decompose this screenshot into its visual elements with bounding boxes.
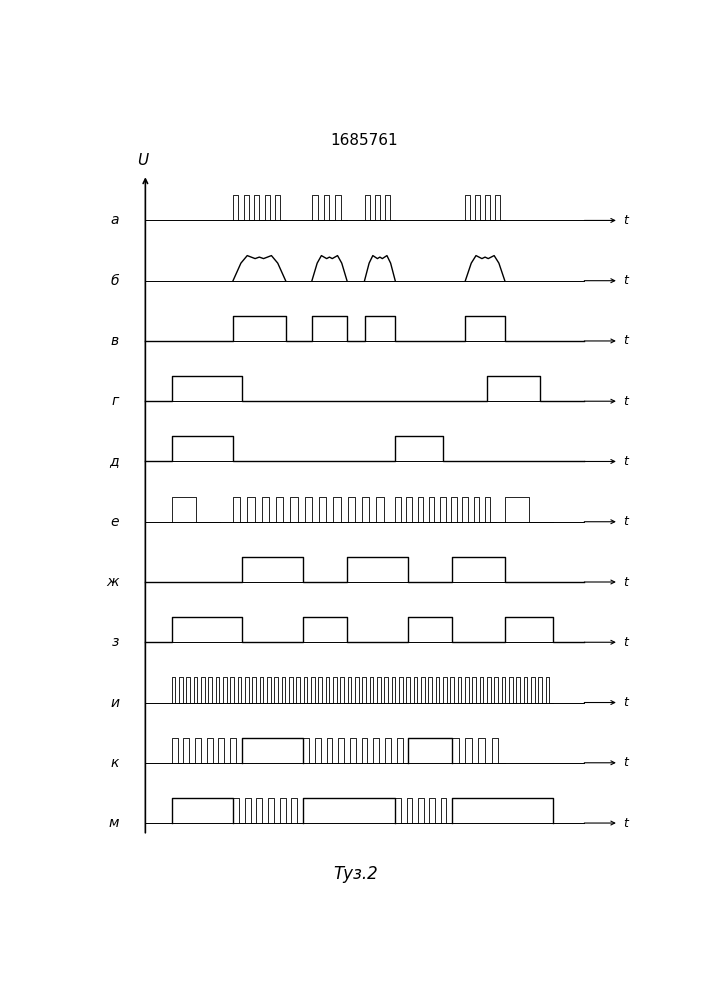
Text: б: б [110,274,119,288]
Text: 1685761: 1685761 [331,133,398,148]
Text: t: t [623,274,628,287]
Text: и: и [110,696,119,710]
Text: д: д [110,454,119,468]
Text: Τуз.2: Τуз.2 [334,865,378,883]
Text: t: t [623,334,628,347]
Text: г: г [112,394,119,408]
Text: t: t [623,636,628,649]
Text: t: t [623,214,628,227]
Text: t: t [623,756,628,769]
Text: t: t [623,395,628,408]
Text: t: t [623,817,628,830]
Text: а: а [110,213,119,227]
Text: з: з [112,635,119,649]
Text: ж: ж [107,575,119,589]
Text: к: к [111,756,119,770]
Text: t: t [623,515,628,528]
Text: в: в [111,334,119,348]
Text: е: е [110,515,119,529]
Text: t: t [623,696,628,709]
Text: t: t [623,576,628,588]
Text: t: t [623,455,628,468]
Text: U: U [138,153,148,168]
Text: м: м [109,816,119,830]
